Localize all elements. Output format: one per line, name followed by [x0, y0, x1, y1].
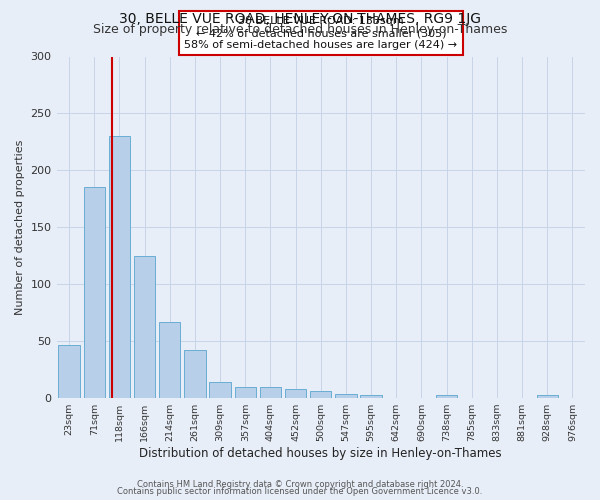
Text: 30 BELLE VUE ROAD: 133sqm
← 42% of detached houses are smaller (305)
58% of semi: 30 BELLE VUE ROAD: 133sqm ← 42% of detac… — [184, 16, 457, 50]
Text: Contains public sector information licensed under the Open Government Licence v3: Contains public sector information licen… — [118, 487, 482, 496]
Bar — [209, 382, 231, 398]
Bar — [184, 350, 206, 398]
X-axis label: Distribution of detached houses by size in Henley-on-Thames: Distribution of detached houses by size … — [139, 447, 502, 460]
Bar — [260, 386, 281, 398]
Bar — [159, 322, 181, 398]
Bar — [109, 136, 130, 398]
Bar — [536, 394, 558, 398]
Bar — [361, 394, 382, 398]
Bar — [310, 392, 331, 398]
Text: Size of property relative to detached houses in Henley-on-Thames: Size of property relative to detached ho… — [93, 24, 507, 36]
Bar — [58, 344, 80, 398]
Text: 30, BELLE VUE ROAD, HENLEY-ON-THAMES, RG9 1JG: 30, BELLE VUE ROAD, HENLEY-ON-THAMES, RG… — [119, 12, 481, 26]
Y-axis label: Number of detached properties: Number of detached properties — [15, 140, 25, 315]
Text: Contains HM Land Registry data © Crown copyright and database right 2024.: Contains HM Land Registry data © Crown c… — [137, 480, 463, 489]
Bar — [436, 394, 457, 398]
Bar — [134, 256, 155, 398]
Bar — [235, 386, 256, 398]
Bar — [285, 389, 307, 398]
Bar — [335, 394, 356, 398]
Bar — [83, 188, 105, 398]
